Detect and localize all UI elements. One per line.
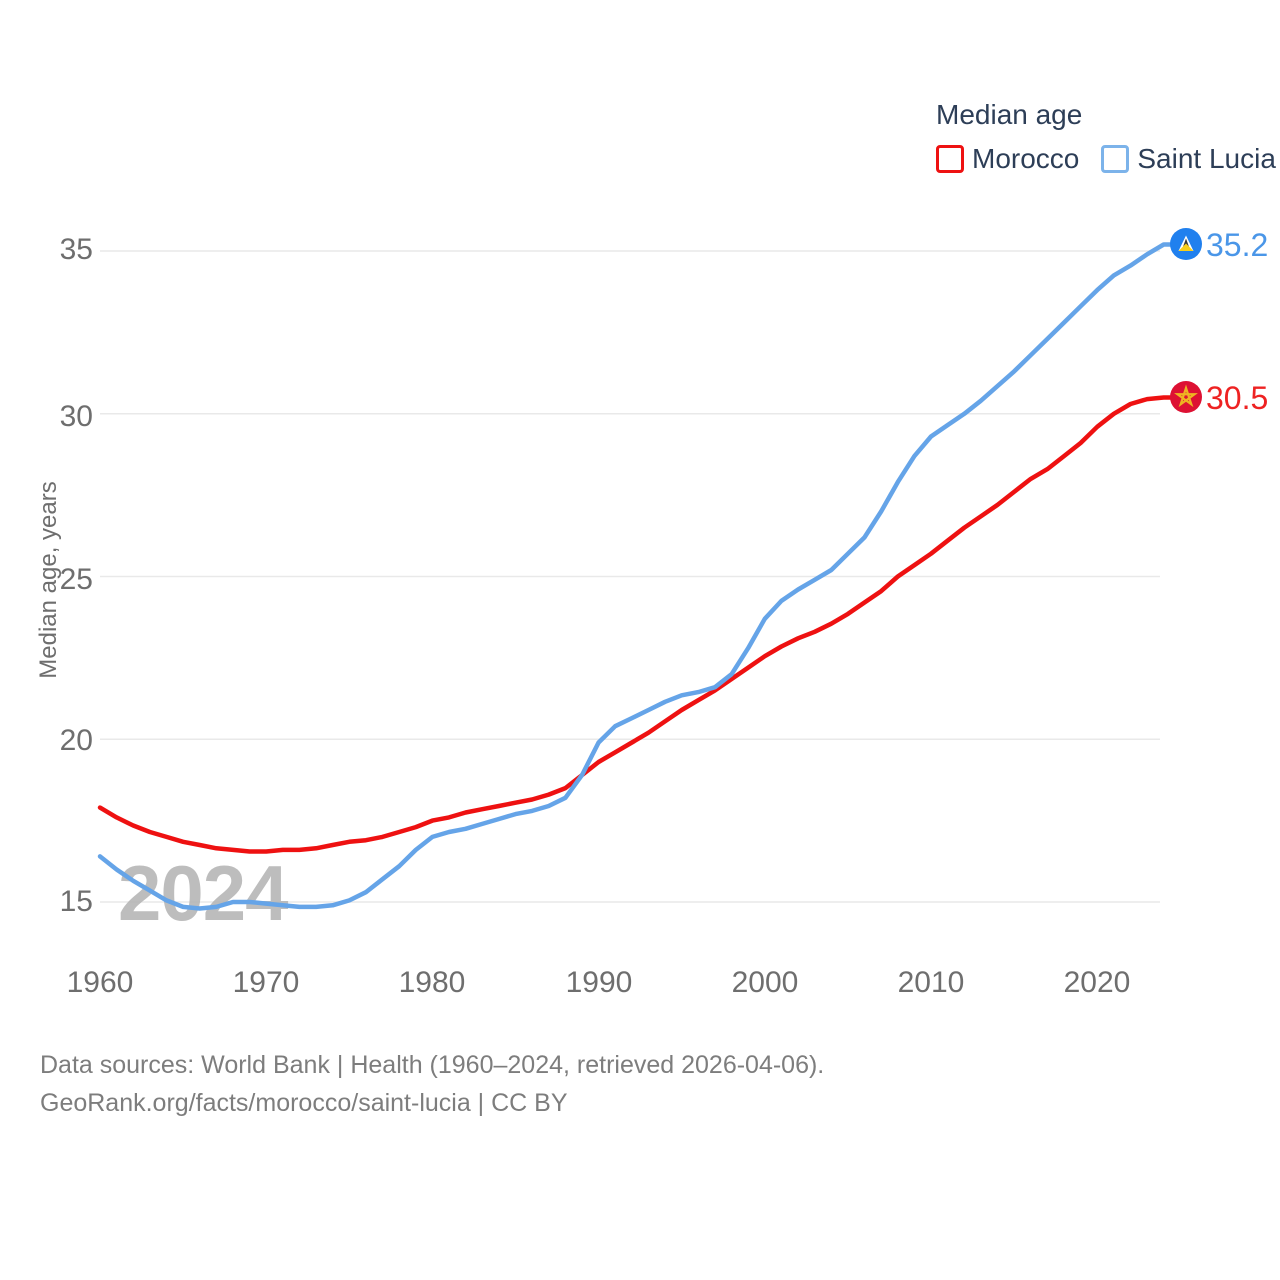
attribution-line: GeoRank.org/facts/morocco/saint-lucia | …	[40, 1089, 568, 1117]
legend-items: Morocco Saint Lucia	[936, 143, 1276, 175]
x-tick-2010: 2010	[897, 966, 965, 999]
y-tick-25: 25	[59, 563, 93, 596]
saint-lucia-line	[97, 242, 1174, 911]
footer: Data sources: World Bank | Health (1960–…	[40, 1046, 824, 1122]
morocco-flag-icon	[1170, 381, 1202, 413]
saint-lucia-swatch-icon	[1101, 145, 1130, 173]
saint-lucia-flag-marker	[1170, 228, 1202, 260]
y-tick-30: 30	[59, 400, 93, 433]
saint-lucia-flag-icon	[1170, 228, 1202, 260]
x-tick-1990: 1990	[565, 966, 633, 999]
gridlines	[100, 250, 1160, 903]
legend-item-saint-lucia[interactable]: Saint Lucia	[1101, 143, 1276, 175]
watermark: 2024	[118, 849, 288, 937]
y-tick-20: 20	[59, 724, 93, 757]
morocco-line	[97, 395, 1174, 854]
legend-label-morocco: Morocco	[972, 143, 1080, 174]
morocco-flag-marker	[1170, 381, 1202, 413]
x-tick-2000: 2000	[731, 966, 799, 999]
x-tick-1960: 1960	[66, 966, 134, 999]
morocco-end-value: 30.5	[1206, 380, 1269, 416]
y-tick-15: 15	[59, 885, 93, 918]
legend-item-morocco[interactable]: Morocco	[936, 143, 1079, 175]
morocco-swatch-icon	[936, 145, 964, 173]
x-tick-2020: 2020	[1063, 966, 1131, 999]
legend: Median age Morocco Saint Lucia	[936, 100, 1276, 175]
x-tick-1980: 1980	[398, 966, 466, 999]
x-tick-1970: 1970	[232, 966, 300, 999]
saint-lucia-end-value: 35.2	[1206, 227, 1269, 263]
data-sources-line: Data sources: World Bank | Health (1960–…	[40, 1051, 825, 1079]
legend-title: Median age	[936, 99, 1083, 130]
legend-label-saint-lucia: Saint Lucia	[1137, 143, 1276, 174]
y-tick-35: 35	[59, 233, 93, 266]
